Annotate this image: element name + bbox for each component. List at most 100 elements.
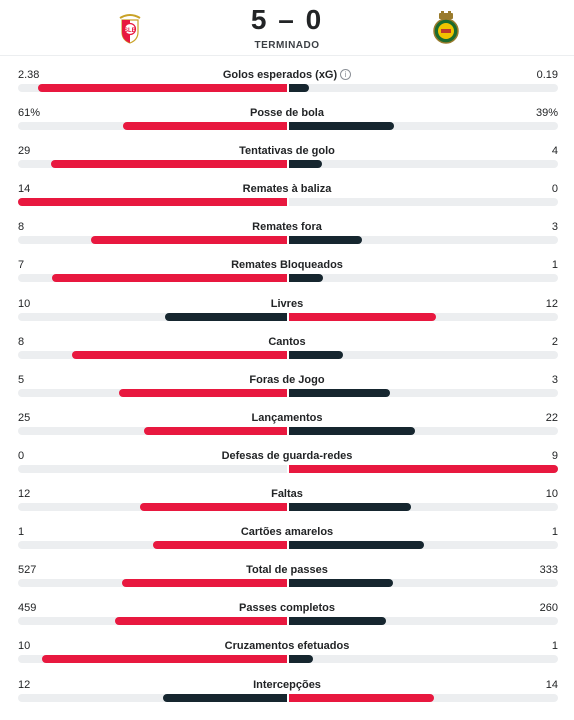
home-bar-fill [162,693,287,702]
away-bar-fill [289,693,434,702]
match-score: 5 – 0 [0,4,574,36]
away-bar-fill [289,160,322,169]
stat-label: Total de passes [0,564,574,576]
stat-label-text: Remates fora [252,221,322,234]
stat-label: Passes completos [0,602,574,614]
away-bar-track [289,464,558,473]
home-stat-value: 5 [18,373,25,386]
info-icon[interactable]: i [340,69,352,80]
away-bar-track [289,426,558,435]
away-bar-track [289,541,558,550]
away-bar-track [289,236,558,245]
statistics-list: 2.38 Golos esperados (xG) i 0.19 61% Posse de… [0,64,574,712]
home-bar-track [18,198,287,207]
stat-label: Faltas [0,488,574,500]
rio-ave-crest-icon[interactable] [428,10,464,46]
stat-label: Remates à baliza [0,183,574,195]
away-stat-value: 3 [551,221,558,234]
stat-label-text: Golos esperados (xG) [222,69,338,81]
away-stat-value: 3 [551,373,558,386]
home-stat-value: 0 [18,449,25,462]
stat-row: 29 Tentativas de golo 4 [0,140,574,178]
stat-row: 25 Lançamentos 22 [0,407,574,445]
stat-row: 14 Remates à baliza 0 [0,178,574,216]
away-bar-track [289,312,558,321]
home-bar-track [18,617,287,626]
stat-label: Remates fora [0,221,574,233]
away-bar-track [289,84,558,92]
away-bar-track [289,388,558,397]
stat-label-text: Passes completos [239,602,335,615]
home-bar-fill [140,503,287,512]
away-bar-track [289,617,558,626]
away-bar-fill [289,84,309,92]
away-stat-value: 1 [551,259,558,272]
stat-label-text: Remates à baliza [242,183,332,196]
away-bar-fill [289,122,394,131]
home-stat-value: 2.38 [18,69,40,81]
stat-label: Intercepções [0,679,574,691]
away-bar-track [289,160,558,169]
away-bar-fill [289,655,314,664]
away-stat-value: 9 [551,449,558,462]
home-bar-track [18,350,287,359]
stat-row: 0 Defesas de guarda-redes 9 [0,445,574,483]
away-stat-value: 1 [551,526,558,539]
away-bar-track [289,503,558,512]
home-stat-value: 25 [18,411,31,424]
home-bar-fill [122,579,287,588]
stat-label-text: Cartões amarelos [240,526,334,539]
home-bar-fill [122,122,287,131]
stat-label-text: Tentativas de golo [239,145,335,158]
stat-label-text: Faltas [271,488,303,501]
away-stat-value: 333 [539,564,558,577]
stat-label-text: Intercepções [253,678,321,691]
home-stat-value: 7 [18,259,25,272]
away-stat-value: 10 [545,488,558,501]
stat-label-text: Cruzamentos efetuados [224,640,350,653]
away-bar-fill [289,617,387,626]
home-stat-value: 8 [18,221,25,234]
stat-row: 12 Faltas 10 [0,483,574,521]
away-stat-value: 22 [545,411,558,424]
away-goals: 0 [305,4,324,35]
away-bar-fill [289,541,424,550]
stat-row: 2.38 Golos esperados (xG) i 0.19 [0,64,574,102]
away-bar-fill [289,503,412,512]
stat-row: 527 Total de passes 333 [0,559,574,597]
stat-row: 5 Foras de Jogo 3 [0,369,574,407]
home-stat-value: 8 [18,335,25,348]
svg-text:SLB: SLB [124,28,137,34]
stat-label: Cruzamentos efetuados [0,640,574,652]
home-goals: 5 [250,4,269,35]
stat-label-text: Remates Bloqueados [231,259,343,272]
stat-row: 459 Passes completos 260 [0,597,574,635]
away-bar-track [289,350,558,359]
away-bar-fill [289,274,323,283]
stat-label-text: Lançamentos [251,411,323,424]
home-stat-value: 1 [18,526,25,539]
home-bar-track [18,236,287,245]
home-bar-track [18,541,287,550]
stat-label: Livres [0,298,574,310]
home-bar-fill [18,198,287,207]
home-bar-fill [115,617,287,626]
stat-row: 1 Cartões amarelos 1 [0,521,574,559]
away-stat-value: 0.19 [536,69,558,81]
stat-row: 10 Cruzamentos efetuados 1 [0,635,574,673]
home-bar-fill [143,426,287,435]
away-bar-fill [289,312,436,321]
home-stat-value: 61% [18,107,41,120]
away-bar-fill [289,350,343,359]
away-bar-track [289,198,558,207]
stat-label: Foras de Jogo [0,374,574,386]
stat-label-text: Cantos [268,335,306,348]
benfica-crest-icon[interactable]: SLB [112,10,148,46]
home-bar-track [18,122,287,131]
away-bar-fill [289,236,363,245]
home-bar-track [18,388,287,397]
away-stat-value: 1 [551,640,558,653]
home-stat-value: 10 [18,640,31,653]
home-bar-track [18,160,287,169]
away-stat-value: 260 [539,602,558,615]
